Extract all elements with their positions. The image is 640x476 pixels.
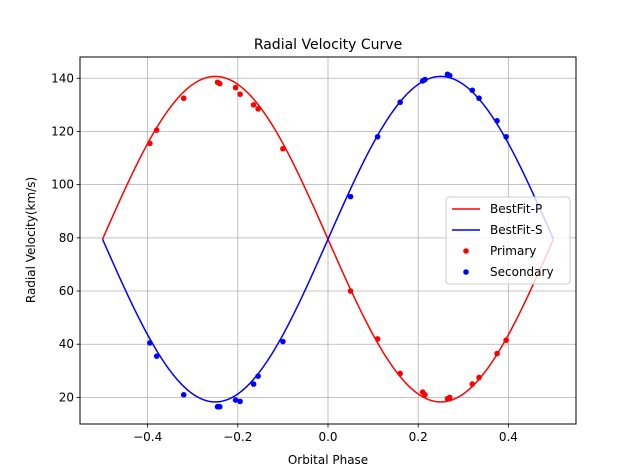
primary-point xyxy=(255,106,261,112)
secondary-point xyxy=(503,133,509,140)
legend-bestfit-p-label: BestFit-P xyxy=(490,202,542,216)
secondary-point xyxy=(347,193,354,200)
secondary-point xyxy=(397,99,403,106)
legend-secondary-label: Secondary xyxy=(490,265,554,279)
x-tick-label: 0.2 xyxy=(409,430,428,444)
y-tick-label: 140 xyxy=(51,71,74,85)
legend: BestFit-P BestFit-S Primary Secondary xyxy=(445,196,571,285)
secondary-point xyxy=(494,118,500,124)
secondary-point xyxy=(180,391,187,398)
x-tick-label: 0.0 xyxy=(318,430,337,444)
y-tick-label: 40 xyxy=(59,337,74,351)
primary-point xyxy=(153,127,160,133)
y-tick-label: 100 xyxy=(51,178,74,192)
legend-secondary-swatch xyxy=(463,269,469,275)
legend-bestfit-s-label: BestFit-S xyxy=(490,223,543,237)
y-tick-label: 20 xyxy=(59,390,74,404)
x-axis-label: Orbital Phase xyxy=(288,453,368,467)
primary-point xyxy=(232,84,239,91)
primary-point xyxy=(503,337,509,344)
primary-point xyxy=(180,95,187,102)
plot-area xyxy=(101,71,555,410)
primary-point xyxy=(280,145,286,152)
ticks: −0.4 −0.2 0.0 0.2 0.4 20 40 60 80 100 120 140 xyxy=(51,71,518,444)
primary-point xyxy=(237,91,243,98)
secondary-point xyxy=(374,133,381,140)
secondary-point xyxy=(237,398,243,405)
primary-point xyxy=(476,374,482,381)
secondary-point xyxy=(147,340,153,346)
secondary-point xyxy=(446,72,453,79)
primary-point xyxy=(397,370,403,377)
secondary-point xyxy=(153,353,160,359)
primary-point xyxy=(147,140,153,147)
secondary-point xyxy=(250,381,257,387)
primary-point xyxy=(347,288,354,294)
x-tick-label: 0.4 xyxy=(499,430,518,444)
legend-primary-label: Primary xyxy=(490,244,536,258)
y-tick-label: 80 xyxy=(59,231,74,245)
secondary-point xyxy=(216,403,223,410)
y-tick-label: 60 xyxy=(59,284,74,298)
secondary-point xyxy=(476,95,482,102)
secondary-point xyxy=(232,397,239,403)
primary-point xyxy=(422,391,428,398)
primary-point xyxy=(469,381,476,387)
secondary-point xyxy=(469,87,476,94)
legend-box xyxy=(445,196,571,285)
secondary-point xyxy=(255,373,261,379)
secondary-point xyxy=(422,76,428,83)
legend-primary-swatch xyxy=(463,248,469,254)
primary-point xyxy=(494,350,500,357)
primary-point xyxy=(374,336,381,342)
x-tick-label: −0.2 xyxy=(223,430,252,444)
chart-title: Radial Velocity Curve xyxy=(254,37,402,53)
secondary-point xyxy=(280,338,286,345)
primary-point xyxy=(446,394,453,401)
primary-point xyxy=(250,102,257,108)
y-axis-label: Radial Velocity(km/s) xyxy=(24,177,38,303)
primary-point xyxy=(216,80,223,87)
y-tick-label: 120 xyxy=(51,124,74,138)
x-tick-label: −0.4 xyxy=(133,430,162,444)
